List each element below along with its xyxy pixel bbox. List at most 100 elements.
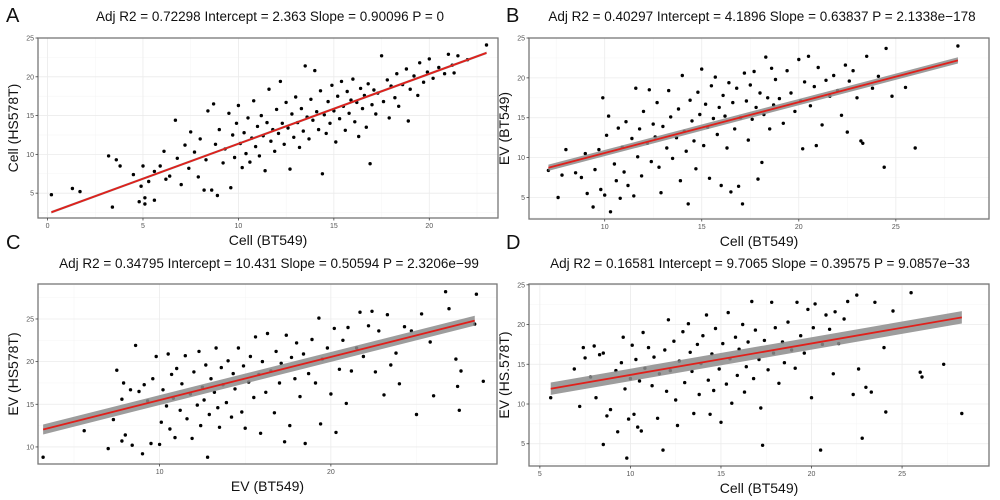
data-point [797,57,801,62]
data-point [623,387,627,391]
data-point [164,177,168,181]
data-point [241,364,246,368]
data-point [578,404,582,409]
data-point [443,290,448,294]
data-point [735,373,739,378]
y-tick-label: 20 [26,359,34,366]
data-point [630,343,634,347]
data-point [166,352,170,356]
data-point [152,169,157,174]
data-point [713,326,718,331]
data-point [265,120,269,125]
data-point [637,127,642,131]
data-point [698,112,702,117]
x-tick-label: 10 [601,224,609,231]
data-point [252,99,256,103]
data-point [753,328,758,332]
data-point [328,121,332,126]
panel-d: D Adj R2 = 0.16581 Intercept = 9.7065 Slo… [496,232,990,496]
data-point [614,179,618,183]
data-point [336,94,340,98]
data-point [764,55,768,59]
data-point [143,196,147,200]
data-point [760,443,765,447]
data-point [310,337,314,342]
data-point [708,412,712,416]
data-point [274,349,278,354]
data-point [276,131,281,136]
axes: 0 5 10 15 20 5 10 15 20 25 [26,36,433,231]
data-point [346,325,350,330]
data-point [890,94,894,98]
plot-frame [37,283,498,465]
data-point [183,143,187,147]
data-point [736,184,741,188]
data-point [337,367,342,371]
data-point [646,345,651,350]
data-point [120,397,124,401]
x-tick-label: 10 [235,223,243,230]
data-point [243,426,247,430]
data-point [264,390,268,394]
y-tick-label: 10 [517,155,525,162]
data-point [884,46,888,51]
data-point [227,111,231,116]
data-point [758,91,762,95]
y-axis-title: Cell (HS578T) [5,84,21,173]
data-point [372,88,376,92]
data-point [750,117,754,122]
y-tick-label: 20 [517,322,525,329]
data-point [106,446,110,451]
data-point [217,127,221,132]
data-point [280,121,284,126]
data-point [192,370,196,374]
data-point [773,326,777,330]
x-tick-label: 15 [698,224,706,231]
data-point [652,355,656,359]
data-point [70,186,75,191]
plot-frame [528,37,990,220]
data-point [347,111,351,116]
data-point [344,401,348,406]
data-point [694,167,698,171]
data-point [357,134,361,139]
data-point [361,354,366,359]
data-point [192,150,197,154]
data-point [670,156,675,161]
data-point [622,170,626,174]
data-point [277,381,282,385]
axes: 10 15 20 25 5 10 15 20 25 [517,36,900,232]
data-point [882,345,886,350]
data-point [334,430,338,435]
data-point [179,182,183,187]
y-tick-label: 5 [30,191,34,198]
data-point [229,186,233,190]
y-tick-label: 15 [26,402,34,409]
data-point [766,368,770,372]
data-point [845,130,849,134]
data-point [159,420,163,424]
x-tick-label: 25 [898,471,906,478]
data-point [260,359,265,364]
data-point [650,384,654,388]
data-point [427,57,431,61]
data-point [785,69,789,73]
data-point [216,406,220,410]
data-point [404,67,409,71]
data-point [782,361,787,365]
data-point [284,100,288,105]
data-point [187,166,191,170]
data-point [793,366,797,370]
data-point [217,425,222,429]
data-point [189,130,193,134]
data-point [248,160,252,164]
data-point [688,98,692,102]
data-point [789,91,793,95]
data-point [873,300,877,304]
data-point [659,191,663,195]
data-point [374,112,378,116]
data-point [730,401,734,405]
y-tick-label: 10 [26,444,34,451]
data-point [719,420,723,424]
data-point [402,325,407,329]
